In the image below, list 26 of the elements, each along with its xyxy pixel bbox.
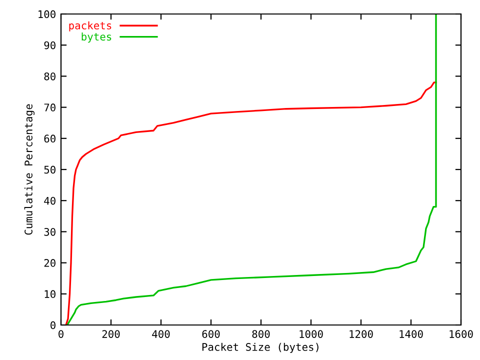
y-tick-label: 40: [44, 196, 56, 205]
y-tick-label: 10: [44, 290, 56, 298]
x-axis-title: Packet Size (bytes): [202, 342, 318, 353]
x-tick-label: 1400: [400, 330, 423, 338]
x-tick-label: 200: [102, 330, 120, 338]
y-tick-label: 90: [44, 41, 56, 50]
x-tick-label: 0: [58, 330, 64, 338]
x-tick-label: 1600: [450, 330, 473, 338]
y-tick-label: 0: [50, 321, 56, 330]
x-tick-label: 400: [152, 330, 170, 338]
y-tick-label: 70: [44, 104, 56, 112]
y-tick-label: 50: [44, 166, 56, 174]
x-tick-label: 800: [252, 330, 270, 338]
x-tick-label: 1200: [350, 330, 373, 338]
x-tick-label: 600: [202, 330, 220, 338]
legend-label: bytes: [82, 32, 112, 43]
y-tick-label: 30: [44, 228, 56, 236]
y-axis-title: Cumulative Percentage: [24, 104, 35, 235]
y-tick-label: 20: [44, 259, 56, 267]
y-tick-label: 100: [38, 10, 56, 18]
line-series: [65, 82, 437, 325]
y-tick-label: 60: [44, 134, 56, 143]
y-tick-label: 80: [44, 72, 56, 80]
line-series: [66, 14, 437, 325]
legend-label: packets: [69, 21, 112, 32]
x-tick-label: 1000: [300, 330, 323, 338]
